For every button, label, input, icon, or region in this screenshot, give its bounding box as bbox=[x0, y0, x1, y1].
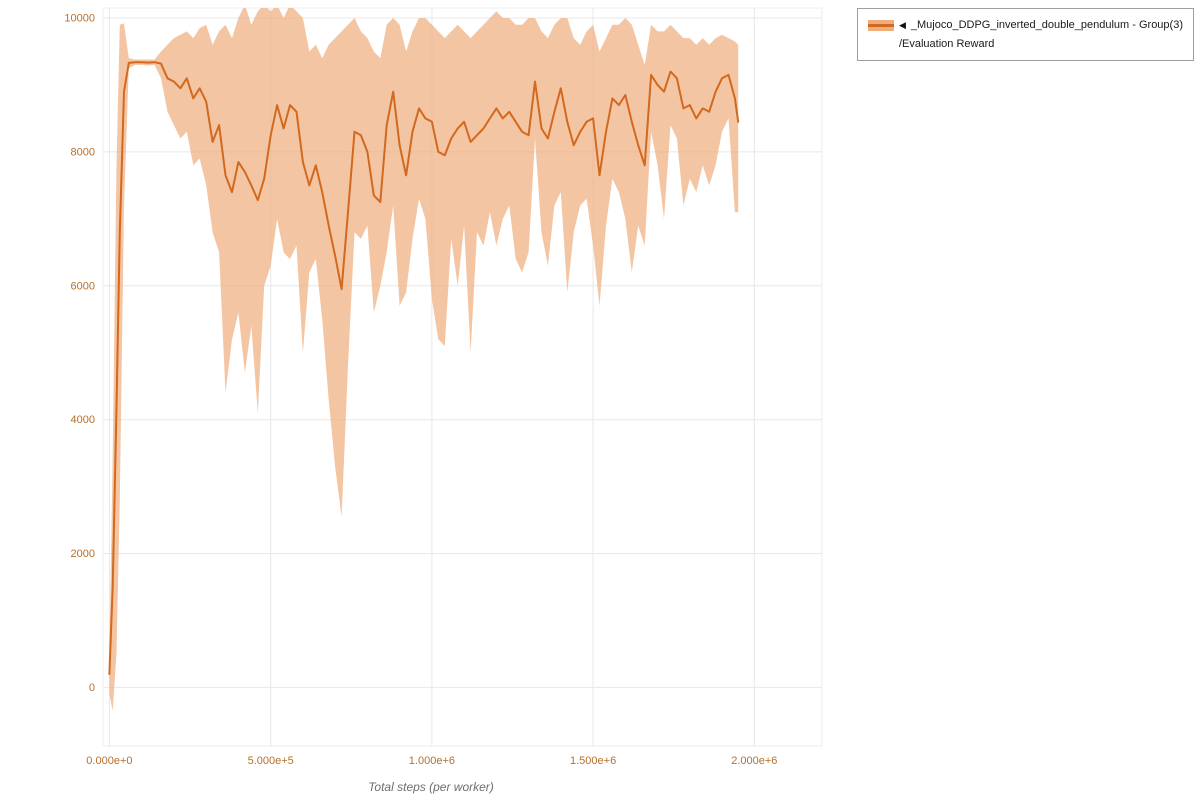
x-axis-title: Total steps (per worker) bbox=[368, 780, 494, 794]
x-tick-label: 1.000e+6 bbox=[409, 755, 455, 767]
legend-series-sublabel: /Evaluation Reward bbox=[898, 37, 995, 50]
legend-collapse-icon[interactable]: ◀ bbox=[898, 19, 906, 30]
y-tick-label: 8000 bbox=[71, 146, 95, 158]
legend-series-swatch[interactable] bbox=[867, 19, 894, 31]
x-tick-label: 1.500e+6 bbox=[570, 755, 616, 767]
y-tick-label: 10000 bbox=[64, 13, 95, 25]
mean-line bbox=[108, 61, 740, 675]
legend-entry[interactable]: ◀ _Mujoco_DDPG_inverted_double_pendulum … bbox=[867, 16, 1183, 35]
confidence-band bbox=[109, 8, 739, 711]
y-tick-label: 0 bbox=[89, 682, 95, 694]
legend-swatch-line bbox=[867, 23, 894, 27]
x-tick-label: 0.000e+0 bbox=[86, 755, 132, 767]
x-tick-label: 2.000e+6 bbox=[731, 755, 777, 767]
x-tick-label: 5.000e+5 bbox=[248, 755, 294, 767]
y-tick-label: 4000 bbox=[71, 414, 95, 426]
chart-legend: ◀ _Mujoco_DDPG_inverted_double_pendulum … bbox=[856, 8, 1194, 62]
y-tick-label: 6000 bbox=[71, 280, 95, 292]
y-tick-label: 2000 bbox=[71, 548, 95, 560]
legend-series-label: _Mujoco_DDPG_inverted_double_pendulum - … bbox=[910, 19, 1183, 31]
